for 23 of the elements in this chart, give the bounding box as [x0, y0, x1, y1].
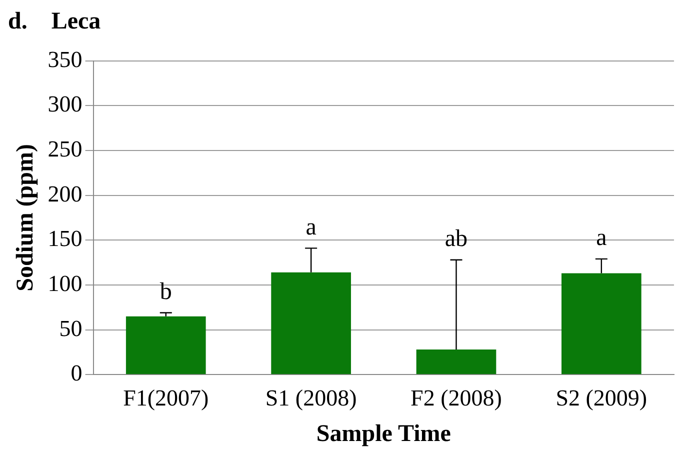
- y-tick-label: 250: [48, 136, 82, 162]
- annotation: a: [306, 214, 317, 240]
- annotation: b: [160, 279, 172, 306]
- bar: [416, 349, 496, 374]
- annotation: ab: [444, 226, 468, 252]
- y-tick-label: 150: [48, 226, 82, 252]
- bar: [126, 316, 206, 374]
- bar: [561, 273, 642, 374]
- annotation: a: [596, 225, 608, 252]
- y-tick-label: 0: [70, 360, 82, 386]
- x-tick-label: F1(2007): [123, 385, 209, 410]
- y-tick-label: 100: [48, 270, 82, 296]
- x-tick-label: S2 (2009): [556, 385, 648, 410]
- y-tick-label: 350: [48, 46, 82, 72]
- x-axis-title: Sample Time: [316, 420, 452, 447]
- bar: [271, 272, 351, 374]
- x-tick-label: F2 (2008): [410, 385, 502, 410]
- x-tick-label: S1 (2008): [265, 385, 357, 410]
- y-tick-label: 300: [48, 92, 82, 117]
- y-tick-label: 200: [48, 181, 82, 206]
- chart-title: d. Leca: [8, 8, 101, 35]
- y-tick-label: 50: [59, 316, 82, 341]
- y-axis-title: Sodium (ppm): [12, 144, 39, 292]
